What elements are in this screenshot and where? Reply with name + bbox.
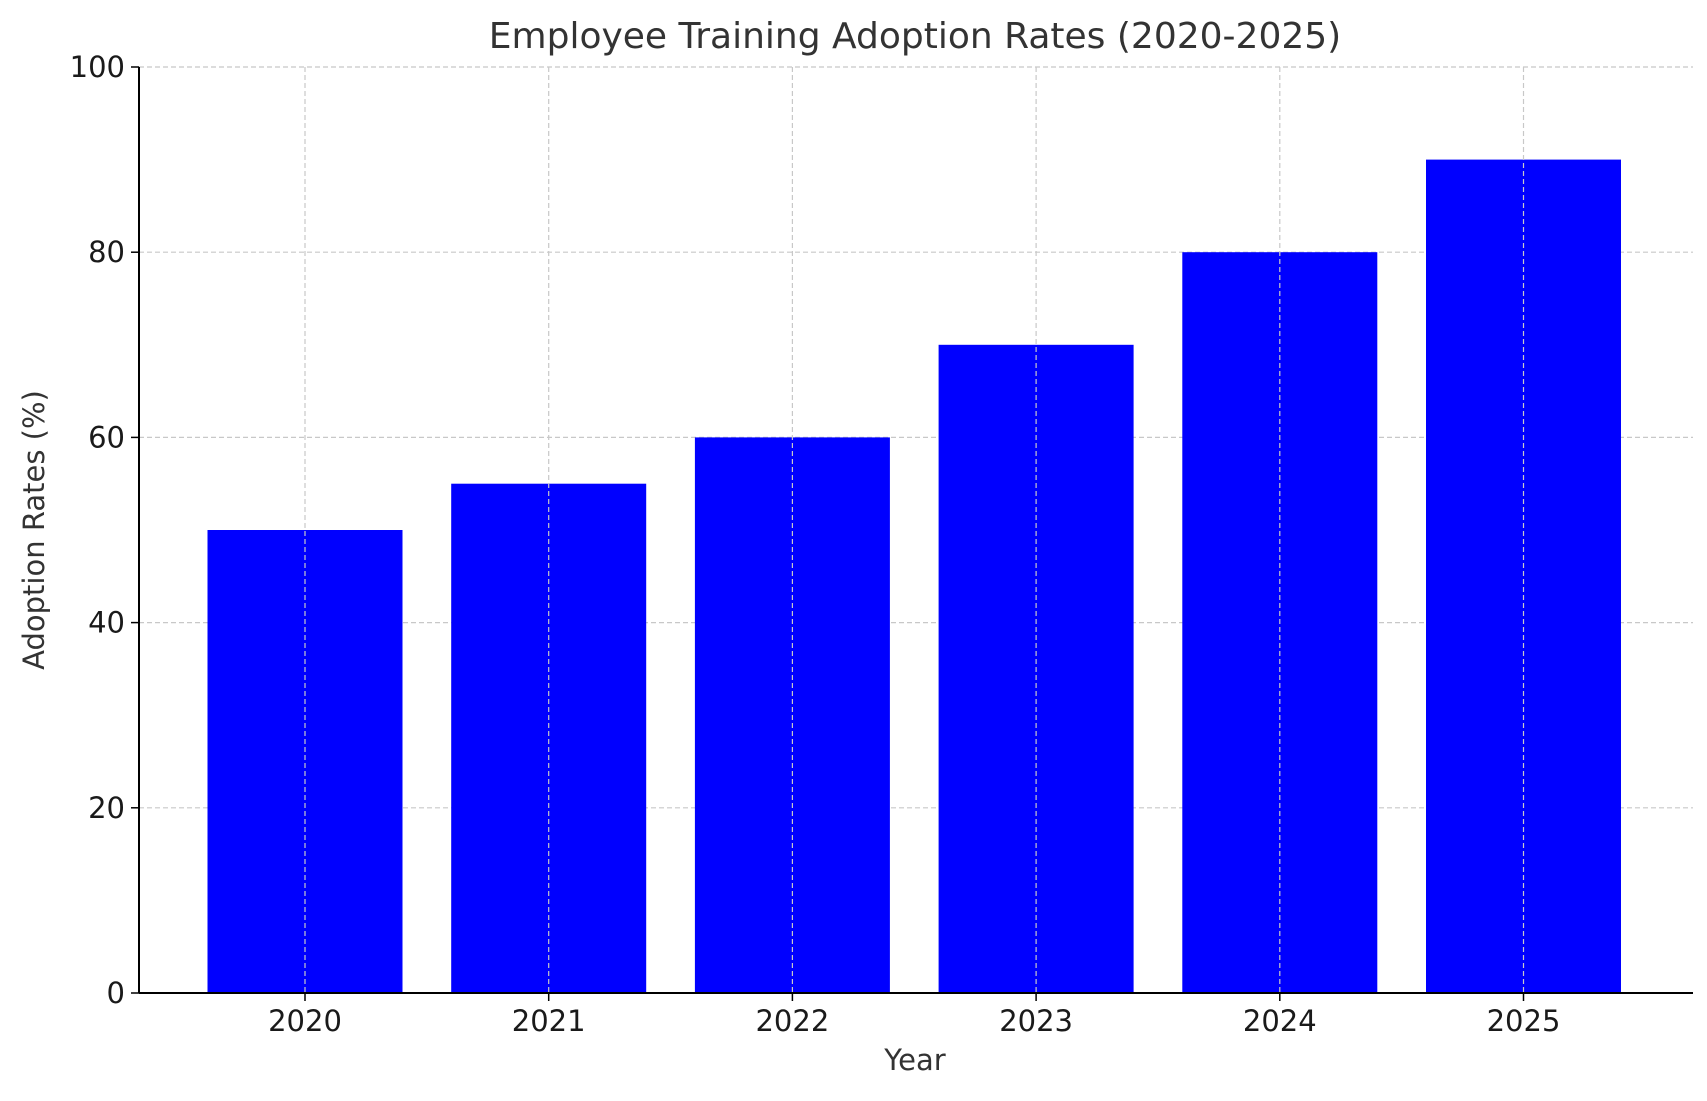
y-tick-label: 100 [70,50,125,84]
x-tick-label: 2025 [1487,1004,1561,1038]
x-tick-label: 2021 [512,1004,586,1038]
bars [207,159,1621,994]
y-tick-label: 20 [88,791,125,825]
x-tick-label: 2022 [755,1004,829,1038]
x-tick-label: 2020 [268,1004,342,1038]
x-tick-label: 2023 [999,1004,1073,1038]
y-tick-label: 40 [88,606,125,640]
y-tick-label: 80 [88,235,125,269]
y-tick-labels: 0 20 40 60 80 100 [70,50,125,1010]
x-tick-label: 2024 [1243,1004,1317,1038]
y-axis-label: Adoption Rates (%) [17,390,51,670]
x-axis-label: Year [883,1043,945,1077]
axes [131,66,1693,1001]
vertical-grid-lines [304,67,1525,993]
x-tick-labels: 2020 2021 2022 2023 2024 2025 [268,1004,1560,1038]
y-tick-label: 0 [107,976,125,1010]
y-tick-label: 60 [88,420,125,454]
chart-title: Employee Training Adoption Rates (2020-2… [489,16,1341,57]
